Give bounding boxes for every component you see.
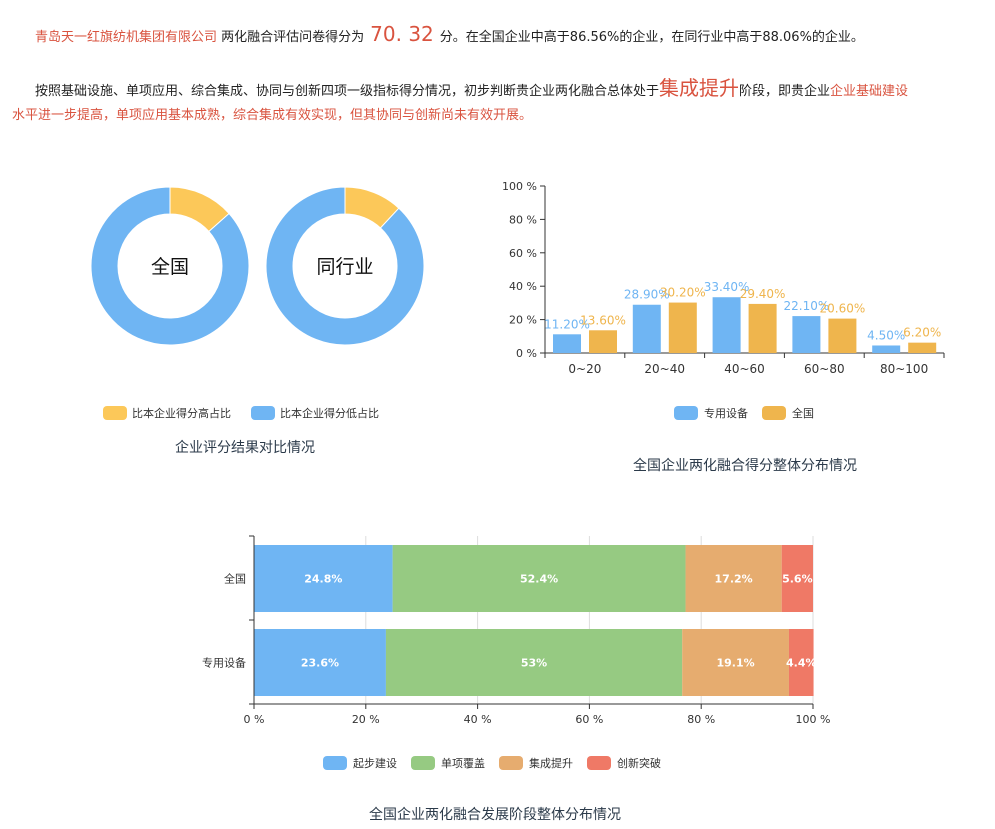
company-name: 青岛天一红旗纺机集团有限公司	[35, 30, 218, 45]
bar	[828, 318, 857, 353]
legend-swatch	[251, 406, 275, 420]
legend-label: 集成提升	[529, 756, 573, 770]
bar	[908, 342, 937, 353]
summary-text: 两化融合评估问卷得分为	[221, 30, 365, 45]
bar	[872, 345, 901, 353]
bar	[668, 302, 697, 353]
bar-data-label: 22.10%	[784, 299, 830, 313]
segment-label: 24.8%	[304, 573, 342, 586]
x-tick-label: 100 %	[796, 713, 831, 726]
stacked-bar-segment	[682, 629, 789, 696]
stacked-bar-segment	[781, 545, 813, 612]
stage-text: 按照基础设施、单项应用、综合集成、协同与创新四项一级指标得分情况，初步判断贵企业…	[35, 84, 660, 99]
segment-label: 23.6%	[301, 657, 339, 670]
x-tick-label: 80 %	[687, 713, 715, 726]
donut-center-label: 同行业	[316, 256, 373, 278]
legend-label: 起步建设	[353, 756, 397, 770]
legend-swatch	[411, 756, 435, 770]
donut-chart-title: 企业评分结果对比情况	[175, 440, 315, 456]
x-tick-label: 20~40	[644, 362, 685, 376]
x-tick-label: 60~80	[804, 362, 845, 376]
legend-swatch	[762, 406, 786, 420]
stacked-chart-title: 全国企业两化融合发展阶段整体分布情况	[369, 807, 621, 823]
bar-data-label: 28.90%	[624, 288, 670, 302]
legend-label: 创新突破	[617, 756, 661, 770]
x-tick-label: 80~100	[880, 362, 928, 376]
bar-chart-title: 全国企业两化融合得分整体分布情况	[633, 458, 857, 474]
segment-label: 17.2%	[715, 573, 753, 586]
bar-data-label: 33.40%	[704, 280, 750, 294]
stacked-bar-segment	[685, 545, 782, 612]
legend-swatch	[103, 406, 127, 420]
bar	[589, 330, 617, 353]
bar-data-label: 6.20%	[903, 326, 941, 340]
x-tick-label: 60 %	[575, 713, 603, 726]
bar	[632, 304, 661, 353]
bar-data-label: 29.40%	[740, 287, 786, 301]
donut-slice	[90, 186, 250, 346]
score: 70. 32	[370, 22, 434, 46]
donut-center-label: 全国	[151, 256, 189, 278]
legend-swatch	[587, 756, 611, 770]
y-tick-label: 0 %	[516, 347, 537, 360]
segment-label: 52.4%	[520, 573, 558, 586]
summary-line-2: 按照基础设施、单项应用、综合集成、协同与创新四项一级指标得分情况，初步判断贵企业…	[35, 72, 908, 101]
x-tick-label: 40 %	[464, 713, 492, 726]
bar-data-label: 20.60%	[820, 302, 866, 316]
y-tick-label: 40 %	[509, 280, 537, 293]
legend-swatch	[499, 756, 523, 770]
legend-label: 比本企业得分低占比	[280, 406, 379, 420]
legend-label: 比本企业得分高占比	[132, 406, 231, 420]
conclusion-2: 水平进一步提高，单项应用基本成熟，综合集成有效实现，但其协同与创新尚未有效开展。	[12, 108, 533, 123]
x-tick-label: 20 %	[352, 713, 380, 726]
summary-text-2: 分。在全国企业中高于86.56%的企业，在同行业中高于88.06%的企业。	[439, 30, 864, 45]
stacked-bar-segment	[788, 629, 814, 696]
stage: 集成提升	[659, 76, 740, 100]
segment-label: 4.4%	[786, 657, 817, 670]
legend-swatch	[674, 406, 698, 420]
x-tick-label: 40~60	[724, 362, 765, 376]
bar	[553, 334, 581, 353]
y-category-label: 专用设备	[202, 656, 246, 670]
bar-data-label: 13.60%	[580, 313, 626, 327]
donut-slice	[265, 186, 425, 346]
bar	[748, 303, 777, 353]
stage-text-2: 阶段，即贵企业	[739, 84, 831, 99]
segment-label: 53%	[521, 657, 547, 670]
legend-swatch	[323, 756, 347, 770]
x-tick-label: 0~20	[568, 362, 601, 376]
y-tick-label: 20 %	[509, 314, 537, 327]
segment-label: 19.1%	[716, 657, 754, 670]
legend-label: 单项覆盖	[441, 756, 485, 770]
bar	[712, 297, 741, 353]
bar	[792, 316, 821, 353]
y-tick-label: 100 %	[502, 180, 537, 193]
stacked-bar-segment	[254, 545, 393, 612]
stacked-bar-segment	[254, 629, 386, 696]
stacked-bar-segment	[392, 545, 686, 612]
y-category-label: 全国	[224, 572, 246, 586]
bar-data-label: 4.50%	[867, 328, 905, 342]
conclusion-1: 企业基础建设	[830, 84, 909, 99]
bar-data-label: 30.20%	[660, 286, 706, 300]
y-tick-label: 80 %	[509, 213, 537, 226]
y-tick-label: 60 %	[509, 247, 537, 260]
legend-label: 专用设备	[704, 406, 748, 420]
bar-data-label: 11.20%	[544, 317, 590, 331]
stacked-bar-segment	[385, 629, 683, 696]
legend-label: 全国	[792, 406, 814, 420]
x-tick-label: 0 %	[244, 713, 265, 726]
summary-line-1: 青岛天一红旗纺机集团有限公司 两化融合评估问卷得分为 70. 32 分。在全国企业中…	[35, 22, 864, 46]
segment-label: 5.6%	[782, 573, 813, 586]
